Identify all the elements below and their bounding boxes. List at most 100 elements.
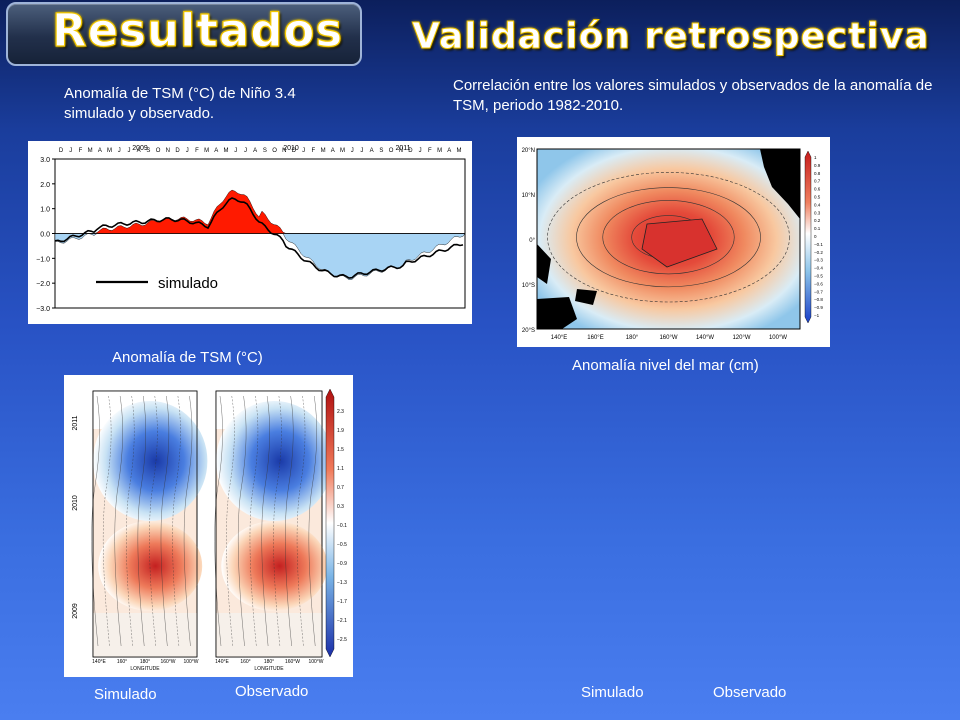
contour-line xyxy=(308,395,317,647)
month-label: F xyxy=(195,148,199,154)
lat-label: 10°N xyxy=(522,193,535,199)
colorbar-label: 0.4 xyxy=(814,202,821,207)
month-label: O xyxy=(156,148,161,154)
lon-label: 140°W xyxy=(696,335,714,341)
colorbar-label: 1 xyxy=(814,155,817,160)
colorbar-label: −0.3 xyxy=(814,258,823,263)
correlation-map: 20°N 10°N 0° 10°S 20°S 140°E 160°E 180° 160°W 140… xyxy=(517,137,830,347)
month-label: O xyxy=(389,148,394,154)
lon-label: 100°W xyxy=(769,335,787,341)
colorbar-label: −0.9 xyxy=(337,561,347,567)
hovmoller-panel: 140°E 160° 180° 160°W 100°W LONGITUDE 140°E 160… xyxy=(64,375,353,677)
month-label: J xyxy=(118,148,121,154)
cold-anomaly xyxy=(93,401,208,521)
hovmoller-simulated: 140°E 160° 180° 160°W 100°W LONGITUDE xyxy=(91,390,208,672)
observado-right-caption: Observado xyxy=(713,684,787,701)
lon-label: 100°W xyxy=(183,659,198,665)
colorbar-label: 0.3 xyxy=(814,210,821,215)
contour-line xyxy=(160,395,170,647)
colorbar-label: −2.5 xyxy=(337,637,347,643)
contour-line xyxy=(172,395,181,647)
lon-label: 160° xyxy=(117,659,127,665)
month-label: J xyxy=(69,148,72,154)
max-correlation-region xyxy=(641,218,718,268)
colorbar-label: −0.9 xyxy=(814,305,823,310)
contour-line xyxy=(91,395,100,647)
colorbar-label: −0.5 xyxy=(337,542,347,548)
month-label: J xyxy=(351,148,354,154)
colorbar-label: 0.3 xyxy=(337,504,344,510)
colorbar-label: −0.4 xyxy=(814,266,823,271)
month-label: M xyxy=(437,148,442,154)
colorbar-label: 1.1 xyxy=(337,466,344,472)
contour-line xyxy=(226,395,235,647)
contour-line xyxy=(249,395,259,647)
month-label: N xyxy=(166,148,170,154)
lon-label: 160° xyxy=(240,659,250,665)
month-label: M xyxy=(457,148,462,154)
colorbar-label: 0.7 xyxy=(814,179,821,184)
hovmoller-border xyxy=(92,390,198,658)
colorbar-label: 0.5 xyxy=(814,195,821,200)
lon-label: 140°E xyxy=(215,659,229,665)
month-label: N xyxy=(282,148,286,154)
hovmoller-bottom-band xyxy=(93,613,197,657)
lon-label: 140°E xyxy=(92,659,106,665)
contour-line xyxy=(149,395,158,647)
section-title: Validación retrospectiva xyxy=(412,16,930,58)
month-label: S xyxy=(379,148,383,154)
month-label: O xyxy=(272,148,277,154)
simulado-left-caption: Simulado xyxy=(94,686,157,703)
tsm-caption: Anomalía de TSM (°C) xyxy=(112,349,263,366)
year-label: 2011 xyxy=(395,145,410,152)
colorbar-label: −0.8 xyxy=(814,297,823,302)
year-label: 2010 xyxy=(72,495,79,511)
nino34-timeseries-chart: 3.0 2.0 1.0 0.0 −1.0 −2.0 −3.0 D J F M A M J J A S O N D J F M… xyxy=(28,141,472,324)
colorbar-label: 0 xyxy=(814,234,817,239)
colorbar-label: 0.8 xyxy=(814,171,821,176)
lon-label: 180° xyxy=(140,659,150,665)
year-label: 2009 xyxy=(72,603,79,619)
contour-line xyxy=(238,395,247,647)
month-label: M xyxy=(107,148,112,154)
month-label: A xyxy=(447,148,451,154)
hovmoller-svg: 140°E 160° 180° 160°W 100°W LONGITUDE 140°E 160… xyxy=(72,388,347,672)
hovmoller-bottom-band xyxy=(216,613,322,657)
month-label: J xyxy=(302,148,305,154)
lon-label: 160°W xyxy=(285,659,300,665)
lon-label: 180° xyxy=(264,659,274,665)
colorbar-label: 0.6 xyxy=(814,187,821,192)
month-label: M xyxy=(204,148,209,154)
month-label: J xyxy=(419,148,422,154)
colorbar-label: 0.2 xyxy=(814,218,821,223)
month-label: A xyxy=(214,148,218,154)
month-label: A xyxy=(253,148,257,154)
month-label: J xyxy=(186,148,189,154)
contour-line xyxy=(296,395,306,647)
month-label: A xyxy=(137,148,141,154)
lat-label: 0° xyxy=(529,238,535,244)
contour-line xyxy=(547,172,790,303)
simulated-line xyxy=(54,197,464,279)
sea-level-caption: Anomalía nivel del mar (cm) xyxy=(572,357,759,374)
month-label: S xyxy=(146,148,150,154)
hovmoller-border xyxy=(215,390,323,658)
colorbar-label: −0.5 xyxy=(814,274,823,279)
month-label: A xyxy=(98,148,102,154)
y-tick-label: 1.0 xyxy=(40,207,50,214)
month-label: D xyxy=(408,148,413,154)
contour-line xyxy=(285,395,294,647)
month-label: F xyxy=(428,148,432,154)
legend-label: simulado xyxy=(158,275,218,292)
month-label: S xyxy=(263,148,267,154)
contour-line xyxy=(273,395,282,647)
y-tick-label: −2.0 xyxy=(36,281,50,288)
lon-label: 120°W xyxy=(732,335,750,341)
warm-anomaly xyxy=(98,521,203,611)
month-label: F xyxy=(79,148,83,154)
warm-anomaly xyxy=(221,521,328,611)
y-tick-label: −3.0 xyxy=(36,306,50,313)
colorbar-label: −2.1 xyxy=(337,618,347,624)
contour-line xyxy=(103,395,112,647)
title-badge xyxy=(6,2,362,66)
